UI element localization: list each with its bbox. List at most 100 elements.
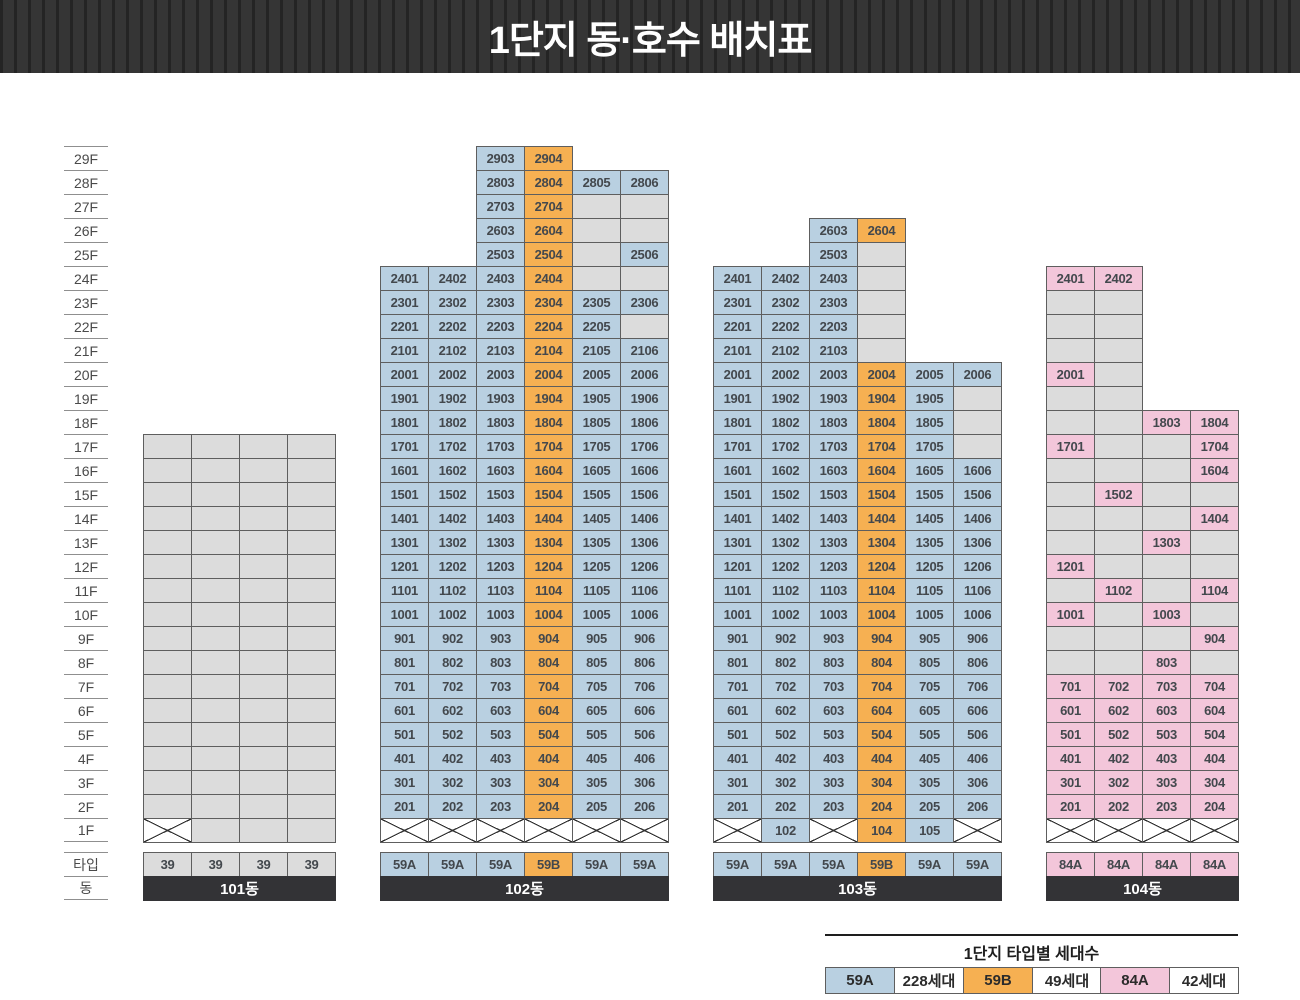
building-104-unit-cell-1003: 1003 [1142, 602, 1191, 627]
building-103-unit-cell-1206: 1206 [953, 554, 1002, 579]
building-103-unit-cell-1401: 1401 [713, 506, 762, 531]
building-102-unit-cell-1805: 1805 [572, 410, 621, 435]
building-104-empty-cell [1046, 626, 1095, 651]
building-104-unit-cell-1104: 1104 [1190, 578, 1239, 603]
building-102-unit-cell-801: 801 [380, 650, 429, 675]
building-102-unit-cell-2806: 2806 [620, 170, 669, 195]
building-101-empty-cell [287, 434, 336, 459]
building-101-empty-cell [143, 650, 192, 675]
building-104-unit-cell-1704: 1704 [1190, 434, 1239, 459]
building-103-name-bar: 103동 [713, 876, 1002, 901]
building-101-empty-cell [143, 674, 192, 699]
building-104-unit-cell-2001: 2001 [1046, 362, 1095, 387]
building-104-empty-cell [1094, 650, 1143, 675]
building-102-empty-cell [620, 218, 669, 243]
floor-label-21F: 21F [64, 338, 108, 362]
building-104-unit-cell-1502: 1502 [1094, 482, 1143, 507]
building-102-unit-cell-1203: 1203 [476, 554, 525, 579]
building-102-unit-cell-2805: 2805 [572, 170, 621, 195]
building-102-unit-cell-802: 802 [428, 650, 477, 675]
building-104-empty-cell [1046, 410, 1095, 435]
building-103-crossed-cell [809, 818, 858, 843]
building-103-unit-cell-2003: 2003 [809, 362, 858, 387]
floor-label-5F: 5F [64, 722, 108, 746]
building-103-unit-cell-505: 505 [905, 722, 954, 747]
building-103-unit-cell-1105: 1105 [905, 578, 954, 603]
building-102-unit-cell-2005: 2005 [572, 362, 621, 387]
building-103-unit-cell-803: 803 [809, 650, 858, 675]
building-103-unit-cell-1101: 1101 [713, 578, 762, 603]
building-103-unit-cell-2302: 2302 [761, 290, 810, 315]
building-103-unit-cell-2604: 2604 [857, 218, 906, 243]
building-104-unit-cell-1001: 1001 [1046, 602, 1095, 627]
floor-label-6F: 6F [64, 698, 108, 722]
building-102-unit-cell-1903: 1903 [476, 386, 525, 411]
floor-label-11F: 11F [64, 578, 108, 602]
building-102-unit-cell-1102: 1102 [428, 578, 477, 603]
building-103-unit-cell-601: 601 [713, 698, 762, 723]
type-axis-label: 타입 [64, 852, 108, 876]
building-104-unit-cell-803: 803 [1142, 650, 1191, 675]
floor-label-28F: 28F [64, 170, 108, 194]
building-103-unit-cell-1001: 1001 [713, 602, 762, 627]
building-102-type-unit-cell-59B: 59B [524, 852, 573, 877]
building-103-unit-cell-2203: 2203 [809, 314, 858, 339]
building-104-unit-cell-1201: 1201 [1046, 554, 1095, 579]
building-101-empty-cell [239, 434, 288, 459]
building-102-unit-cell-1702: 1702 [428, 434, 477, 459]
building-103-unit-cell-1205: 1205 [905, 554, 954, 579]
legend-row: 59A 228세대 59B 49세대 84A 42세대 [825, 967, 1239, 994]
building-103-crossed-cell [953, 818, 1002, 843]
building-103-unit-cell-502: 502 [761, 722, 810, 747]
building-104-unit-cell-404: 404 [1190, 746, 1239, 771]
building-103-unit-cell-902: 902 [761, 626, 810, 651]
building-102-unit-cell-1601: 1601 [380, 458, 429, 483]
building-103-unit-cell-302: 302 [761, 770, 810, 795]
building-103-unit-cell-104: 104 [857, 818, 906, 843]
building-102-unit-cell-1306: 1306 [620, 530, 669, 555]
building-102-unit-cell-2302: 2302 [428, 290, 477, 315]
building-102-unit-cell-2205: 2205 [572, 314, 621, 339]
building-102-unit-cell-2002: 2002 [428, 362, 477, 387]
building-101-name-bar: 101동 [143, 876, 336, 901]
building-102-unit-cell-2305: 2305 [572, 290, 621, 315]
building-102-unit-cell-805: 805 [572, 650, 621, 675]
building-101-empty-cell [287, 458, 336, 483]
building-101-type-unit-cell-39: 39 [239, 852, 288, 877]
building-102-unit-cell-1902: 1902 [428, 386, 477, 411]
building-103-unit-cell-2603: 2603 [809, 218, 858, 243]
building-102-unit-cell-203: 203 [476, 794, 525, 819]
building-101-empty-cell [239, 818, 288, 843]
building-104-empty-cell [1094, 362, 1143, 387]
building-101-empty-cell [143, 554, 192, 579]
building-103-unit-cell-1003: 1003 [809, 602, 858, 627]
building-103-unit-cell-1904: 1904 [857, 386, 906, 411]
building-104-empty-cell [1142, 506, 1191, 531]
building-101-empty-cell [191, 746, 240, 771]
building-102-unit-cell-506: 506 [620, 722, 669, 747]
building-102-unit-cell-1204: 1204 [524, 554, 573, 579]
building-102-unit-cell-2104: 2104 [524, 338, 573, 363]
building-103-unit-cell-1804: 1804 [857, 410, 906, 435]
building-101-empty-cell [191, 674, 240, 699]
floor-label-2F: 2F [64, 794, 108, 818]
floor-label-8F: 8F [64, 650, 108, 674]
building-104-empty-cell [1094, 410, 1143, 435]
building-103-unit-cell-702: 702 [761, 674, 810, 699]
building-102-unit-cell-1305: 1305 [572, 530, 621, 555]
building-101-empty-cell [287, 794, 336, 819]
building-101-crossed-cell [143, 818, 192, 843]
building-102-unit-cell-504: 504 [524, 722, 573, 747]
building-103-empty-cell [953, 434, 1002, 459]
building-101-empty-cell [143, 458, 192, 483]
building-103-unit-cell-1702: 1702 [761, 434, 810, 459]
building-103-unit-cell-1203: 1203 [809, 554, 858, 579]
building-102-unit-cell-1806: 1806 [620, 410, 669, 435]
floor-label-7F: 7F [64, 674, 108, 698]
building-102-unit-cell-2204: 2204 [524, 314, 573, 339]
building-101-empty-cell [191, 506, 240, 531]
building-103-unit-cell-903: 903 [809, 626, 858, 651]
building-103-unit-cell-602: 602 [761, 698, 810, 723]
building-101-empty-cell [239, 554, 288, 579]
building-103-unit-cell-2006: 2006 [953, 362, 1002, 387]
